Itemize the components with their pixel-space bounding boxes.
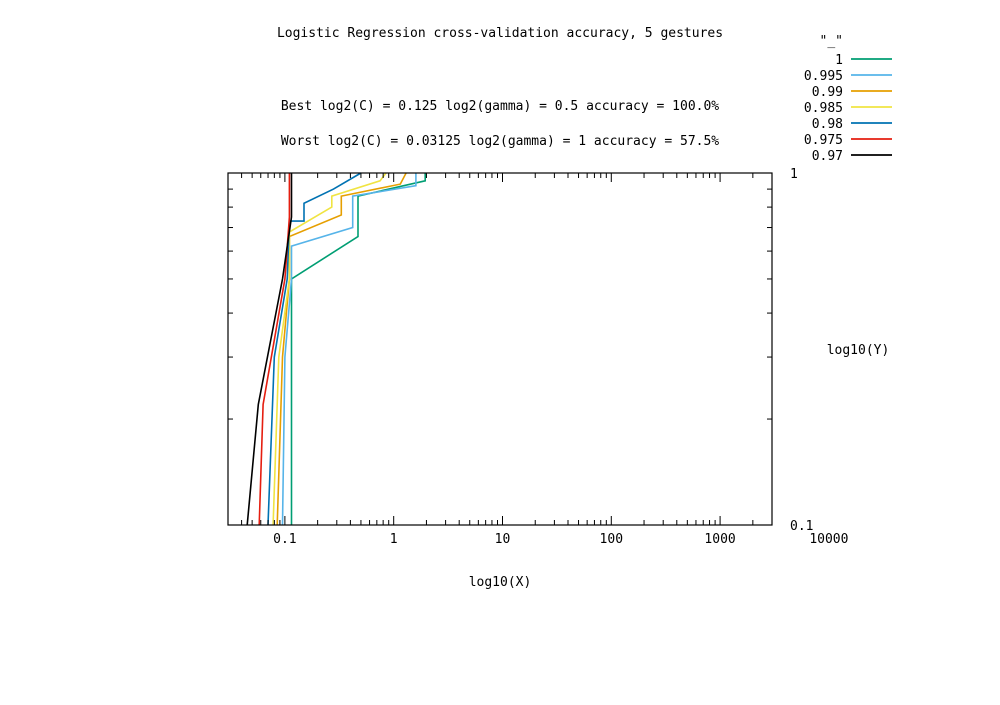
chart-subtitle-best: Best log2(C) = 0.125 log2(gamma) = 0.5 a… [281,99,719,114]
y-axis-label: log10(Y) [827,343,890,358]
x-tick-label: 1000 [704,532,735,547]
y-tick-label: 0.1 [790,519,813,534]
x-tick-label: 10000 [809,532,848,547]
chart-title: Logistic Regression cross-validation acc… [277,26,723,41]
x-tick-label: 1 [390,532,398,547]
legend-label-2: 0.99 [812,85,843,100]
x-tick-label: 0.1 [273,532,296,547]
legend-label-3: 0.985 [804,101,843,116]
series-line-4 [267,172,362,526]
y-tick-label: 1 [790,167,798,182]
chart-subtitle-worst: Worst log2(C) = 0.03125 log2(gamma) = 1 … [281,134,719,149]
x-axis-label: log10(X) [469,575,532,590]
series-line-3 [272,172,387,526]
legend-label-4: 0.98 [812,117,843,132]
legend-title: "_" [820,34,843,49]
legend-label-5: 0.975 [804,133,843,148]
x-tick-label: 100 [600,532,623,547]
series-line-1 [281,173,417,526]
series-line-2 [276,172,407,526]
series-line-6 [246,173,293,526]
legend-label-6: 0.97 [812,149,843,164]
legend-label-0: 1 [835,53,843,68]
series-line-5 [258,173,291,526]
plot-frame [227,172,773,526]
legend-label-1: 0.995 [804,69,843,84]
series-line-0 [290,173,426,525]
x-tick-label: 10 [495,532,511,547]
